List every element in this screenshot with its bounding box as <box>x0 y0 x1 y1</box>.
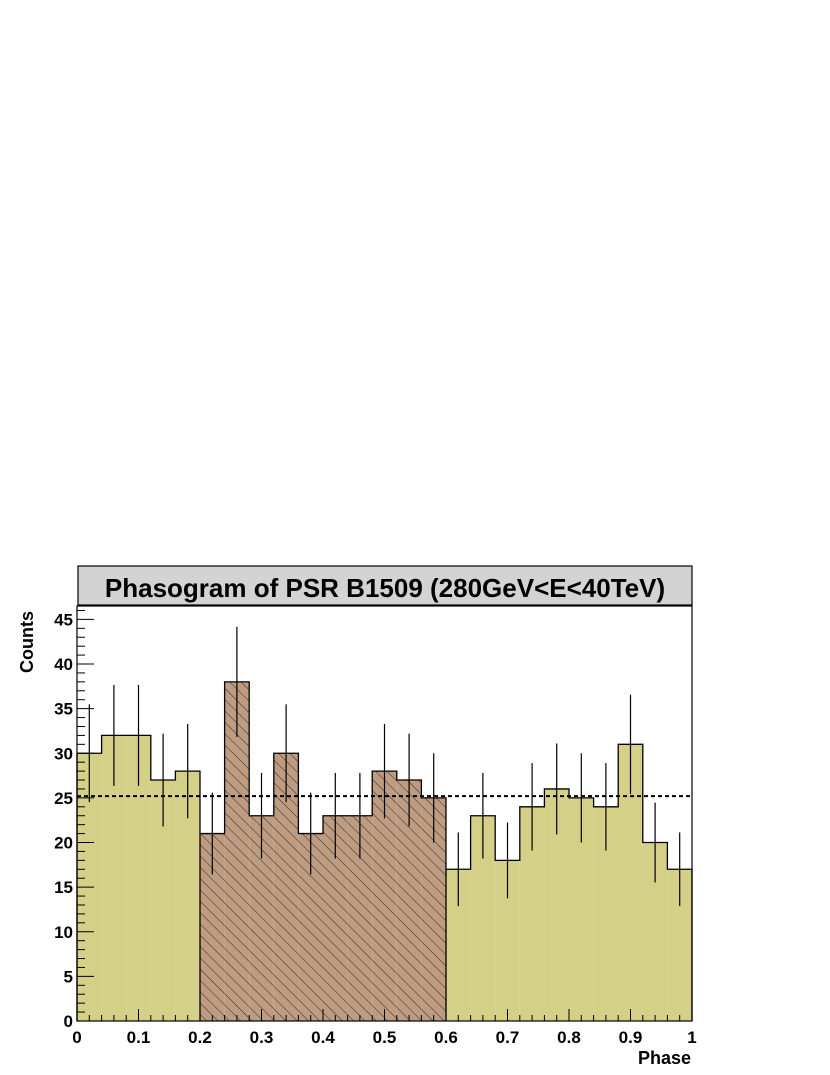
x-tick-label: 0.4 <box>311 1028 335 1047</box>
y-tick-label: 35 <box>54 700 73 719</box>
x-axis: 0 0.1 0.2 0.3 0.4 0.5 0.6 0.7 0.8 0.9 1 <box>72 1009 697 1047</box>
x-tick-label: 0.1 <box>127 1028 151 1047</box>
y-axis: 0 5 10 15 20 25 30 35 40 45 <box>54 609 94 1031</box>
y-tick-label: 10 <box>54 923 73 942</box>
y-tick-label: 25 <box>54 789 73 808</box>
x-tick-label: 0.9 <box>619 1028 643 1047</box>
y-tick-label: 45 <box>54 610 73 629</box>
title-box <box>77 565 693 606</box>
x-tick-label: 0 <box>72 1028 81 1047</box>
x-tick-label: 0.3 <box>250 1028 274 1047</box>
x-tick-label: 0.5 <box>373 1028 397 1047</box>
x-axis-label: Phase <box>638 1048 691 1068</box>
x-tick-label: 0.2 <box>188 1028 212 1047</box>
x-tick-label: 0.7 <box>496 1028 520 1047</box>
y-tick-label: 0 <box>64 1012 73 1031</box>
histogram-outline <box>76 681 693 1021</box>
y-tick-label: 30 <box>54 744 73 763</box>
y-tick-label: 5 <box>64 967 73 986</box>
chart-title: Phasogram of PSR B1509 (280GeV<E<40TeV) <box>105 573 665 603</box>
error-bars <box>88 626 681 907</box>
x-tick-label: 1 <box>687 1028 696 1047</box>
bar-hatch <box>224 681 250 1021</box>
y-tick-label: 40 <box>54 655 73 674</box>
x-tick-label: 0.8 <box>557 1028 581 1047</box>
y-tick-label: 15 <box>54 878 73 897</box>
y-axis-label: Counts <box>17 611 37 673</box>
x-tick-label: 0.6 <box>434 1028 458 1047</box>
y-tick-label: 20 <box>54 834 73 853</box>
